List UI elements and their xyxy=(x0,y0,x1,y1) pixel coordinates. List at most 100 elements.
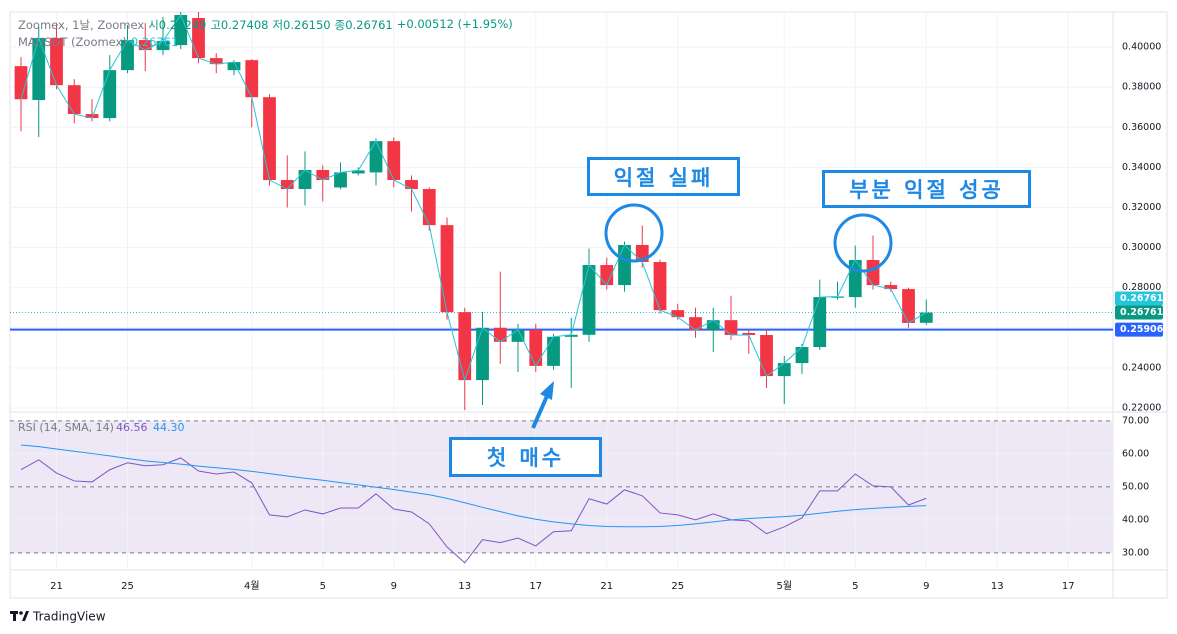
candle-body xyxy=(316,169,330,181)
footer-brand: TradingView xyxy=(32,610,106,624)
symbol: Zoomex, 1날, Zoomex xyxy=(18,18,145,32)
y-tick-label: 0.24000 xyxy=(1122,362,1161,373)
candle-body xyxy=(689,317,702,330)
x-tick-label: 5 xyxy=(852,581,858,592)
compare-line: MAUSDT (Zoomex) 0.26761 xyxy=(18,35,178,49)
candle-body xyxy=(14,66,28,100)
candle-body xyxy=(67,85,81,115)
candle-body xyxy=(884,285,898,290)
candle-body xyxy=(405,180,418,190)
rsi-tick-label: 40.00 xyxy=(1122,514,1149,525)
candle-body xyxy=(32,38,46,101)
candle-body xyxy=(919,312,933,323)
x-tick-label: 9 xyxy=(391,581,397,592)
header-line: Zoomex, 1날, Zoomex 시0.26249 고0.27408 저0.… xyxy=(18,17,513,33)
ohlc-change: +0.00512 (+1.95%) xyxy=(396,17,513,31)
labels: 21 25 4월 5 9 13 17 21 25 5월 5 9 13 17 0.22000 0.24000 0.… xyxy=(50,42,1164,592)
candle-body xyxy=(422,189,436,226)
y-tick-label: 0.30000 xyxy=(1122,242,1161,253)
rsi-tick-label: 30.00 xyxy=(1122,547,1149,558)
compare-line xyxy=(20,13,927,382)
candle-body xyxy=(902,289,915,323)
candle-body xyxy=(351,170,365,174)
candle-body xyxy=(511,329,525,342)
rsi-tick-label: 70.00 xyxy=(1122,415,1149,426)
candle-body xyxy=(334,172,347,188)
candle-body xyxy=(209,58,223,65)
ohlc-open: 시0.26249 xyxy=(148,18,207,32)
candle-body xyxy=(121,40,134,71)
candle-body xyxy=(866,260,880,286)
candle-body xyxy=(458,312,472,381)
y-tick-label: 0.32000 xyxy=(1122,202,1161,213)
rsi-ma-line xyxy=(20,444,927,528)
price-badge xyxy=(1115,291,1163,306)
annotation: 첫 매수 xyxy=(449,437,602,477)
candle-body xyxy=(742,333,756,336)
x-tick-label: 25 xyxy=(121,581,134,592)
ohlc-high: 고0.27408 xyxy=(210,18,269,32)
y-tick-label: 0.22000 xyxy=(1122,402,1161,413)
candle-body xyxy=(760,335,773,377)
annotation: 부분 익절 성공 xyxy=(822,170,1031,208)
price-badge-label: 0.26761 xyxy=(1120,293,1163,304)
y-tick-label: 0.28000 xyxy=(1122,282,1161,293)
x-tick-label: 25 xyxy=(671,581,684,592)
tv-logo xyxy=(10,611,29,621)
marks xyxy=(10,12,1113,564)
candle-body xyxy=(600,265,614,286)
candle-body xyxy=(582,265,596,335)
candle-body xyxy=(476,327,489,381)
x-tick-label: 4월 xyxy=(244,580,260,592)
annotation: 익절 실패 xyxy=(587,157,740,196)
x-tick-label: 5 xyxy=(320,581,326,592)
candle-body xyxy=(103,70,117,119)
candle-body xyxy=(85,114,99,119)
price-badge-label: 0.26761 xyxy=(1120,307,1163,318)
rsi-value: 46.56 xyxy=(116,421,148,434)
candle-body xyxy=(493,327,507,342)
arrow xyxy=(531,395,549,429)
price-badge xyxy=(1115,305,1163,320)
ohlc-low: 저0.26150 xyxy=(272,18,331,32)
grid xyxy=(10,12,1113,570)
candle-body xyxy=(831,296,844,298)
y-tick-label: 0.38000 xyxy=(1122,82,1161,93)
compare-symbol: MAUSDT (Zoomex) xyxy=(18,35,127,49)
highlight-circle xyxy=(604,203,664,263)
price-badge-label: 0.25906 xyxy=(1120,324,1164,335)
candle-body xyxy=(618,244,631,286)
x-tick-label: 13 xyxy=(458,581,471,592)
x-tick-label: 17 xyxy=(1062,581,1075,592)
candle-body xyxy=(529,329,543,366)
candle-body xyxy=(724,320,738,336)
candle-body xyxy=(547,336,560,366)
rsi-ma-value: 44.30 xyxy=(153,421,185,434)
rsi-tick-label: 50.00 xyxy=(1122,481,1149,492)
candle-body xyxy=(369,141,383,173)
candle-body xyxy=(777,363,791,377)
candle-body xyxy=(387,141,401,181)
candle-body xyxy=(192,18,205,59)
candle-body xyxy=(245,60,259,98)
x-tick-label: 5월 xyxy=(776,580,792,592)
x-tick-label: 21 xyxy=(600,581,613,592)
price-badge xyxy=(1115,322,1163,337)
y-tick-label: 0.36000 xyxy=(1122,122,1161,133)
candle-body xyxy=(156,41,170,51)
x-tick-label: 9 xyxy=(923,581,929,592)
y-tick-label: 0.34000 xyxy=(1122,162,1161,173)
candle-body xyxy=(706,320,720,330)
ohlc-close: 종0.26761 xyxy=(334,18,393,32)
frame xyxy=(9,11,1168,599)
candle-body xyxy=(564,334,578,337)
candle-body xyxy=(653,262,667,311)
candle-body xyxy=(280,180,294,190)
candle-body xyxy=(795,347,809,364)
candle-body xyxy=(440,225,454,313)
arrow-head xyxy=(540,381,554,400)
rsi-line xyxy=(20,457,927,564)
rsi-tick-label: 60.00 xyxy=(1122,448,1149,459)
candle-body xyxy=(813,297,827,348)
